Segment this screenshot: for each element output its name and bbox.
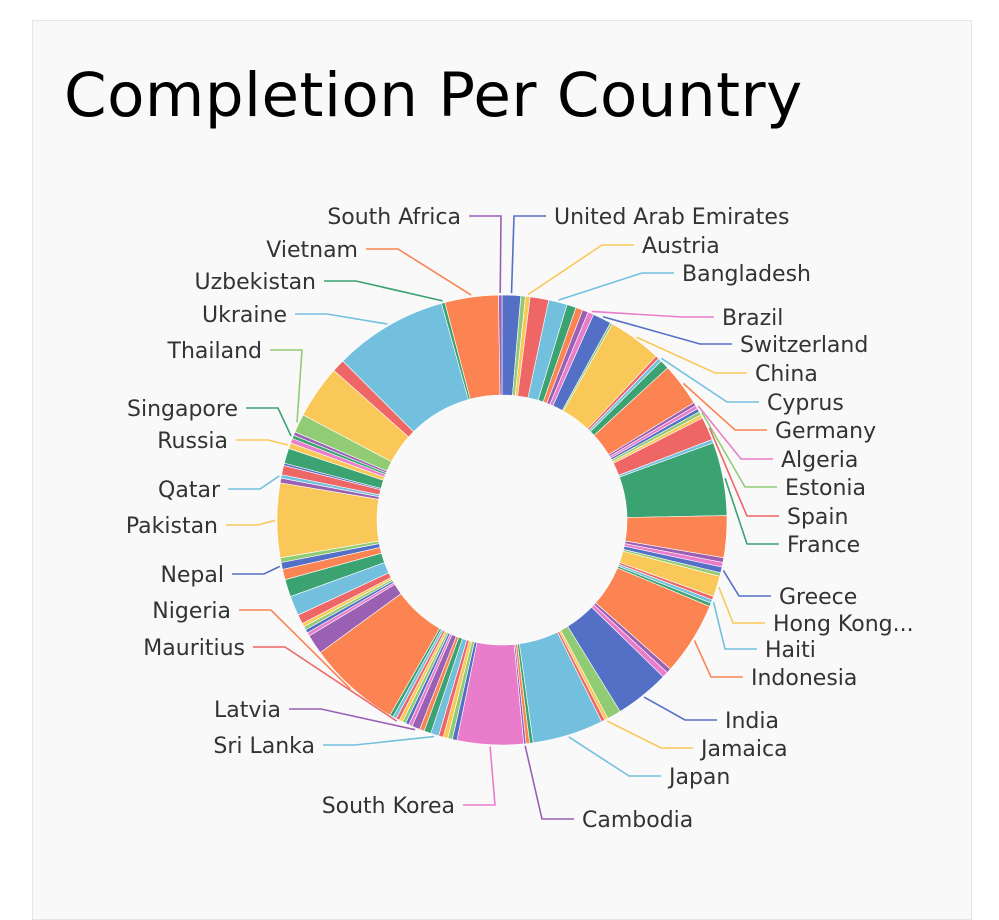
label-leader-lines (226, 215, 779, 820)
leader-thailand (270, 349, 303, 423)
donut-slices (276, 294, 728, 746)
leader-nigeria (239, 609, 352, 690)
leader-switzerland (602, 315, 732, 345)
leader-sri-lanka (323, 735, 435, 746)
leader-nepal (232, 565, 281, 575)
label-algeria: Algeria (781, 448, 858, 473)
leader-ukraine (295, 313, 388, 325)
leader-greece (722, 570, 771, 597)
label-bangladesh: Bangladesh (682, 262, 811, 287)
label-haiti: Haiti (765, 638, 816, 663)
leader-indonesia (693, 640, 743, 678)
label-singapore: Singapore (127, 397, 238, 422)
label-hong-kong: Hong Kong... (773, 612, 914, 637)
label-qatar: Qatar (158, 478, 221, 503)
leader-haiti (712, 602, 757, 650)
leader-austria (527, 244, 634, 296)
leader-singapore (246, 407, 292, 437)
label-greece: Greece (779, 585, 857, 610)
leader-south-korea (463, 746, 496, 806)
label-thailand: Thailand (167, 339, 262, 364)
leader-india (643, 696, 717, 721)
label-nigeria: Nigeria (152, 599, 231, 624)
label-sri-lanka: Sri Lanka (213, 734, 315, 759)
label-switzerland: Switzerland (740, 333, 868, 358)
label-germany: Germany (775, 419, 876, 444)
leader-algeria (697, 405, 773, 460)
label-indonesia: Indonesia (751, 666, 857, 691)
leader-pakistan (226, 519, 276, 526)
label-latvia: Latvia (214, 698, 281, 723)
leader-brazil (591, 310, 714, 318)
label-pakistan: Pakistan (126, 514, 218, 539)
leader-mauritius (253, 646, 398, 722)
label-vietnam: Vietnam (266, 238, 358, 263)
leader-united-arab-emirates (510, 215, 546, 294)
label-spain: Spain (787, 505, 848, 530)
label-china: China (755, 362, 818, 387)
label-japan: Japan (667, 765, 730, 790)
leader-south-africa (469, 215, 502, 294)
label-south-africa: South Africa (327, 205, 461, 230)
label-france: France (787, 533, 860, 558)
label-estonia: Estonia (785, 476, 866, 501)
leader-hong-kong (718, 586, 765, 624)
label-cyprus: Cyprus (767, 391, 844, 416)
leader-cambodia (524, 745, 574, 820)
label-cambodia: Cambodia (582, 808, 693, 833)
leader-latvia (289, 708, 416, 731)
chart-title: Completion Per Country (64, 60, 803, 131)
leader-bangladesh (558, 272, 674, 301)
leader-vietnam (366, 248, 472, 296)
label-russia: Russia (157, 429, 228, 454)
label-jamaica: Jamaica (699, 737, 788, 762)
leader-uzbekistan (324, 280, 443, 302)
leader-qatar (228, 475, 280, 490)
slice-south-africa[interactable] (498, 294, 503, 396)
label-mauritius: Mauritius (143, 636, 245, 661)
leader-france (724, 478, 779, 545)
label-ukraine: Ukraine (202, 303, 287, 328)
slice-labels: United Arab Emirates Austria Bangladesh Bra… (126, 205, 914, 833)
label-south-korea: South Korea (322, 794, 455, 819)
leader-germany (682, 382, 767, 431)
label-brazil: Brazil (722, 306, 783, 331)
label-nepal: Nepal (160, 563, 224, 588)
label-india: India (725, 709, 779, 734)
label-uzbekistan: Uzbekistan (194, 270, 316, 295)
leader-russia (236, 439, 288, 446)
leader-china (636, 336, 747, 374)
leader-spain (708, 427, 779, 517)
leader-japan (568, 736, 661, 777)
leader-estonia (701, 411, 777, 488)
leader-cyprus (660, 357, 759, 403)
donut-chart: United Arab Emirates Austria Bangladesh Bra… (126, 205, 914, 833)
label-united-arab-emirates: United Arab Emirates (554, 205, 789, 230)
chart-card (32, 20, 972, 920)
leader-jamaica (606, 720, 693, 749)
label-austria: Austria (642, 234, 720, 259)
